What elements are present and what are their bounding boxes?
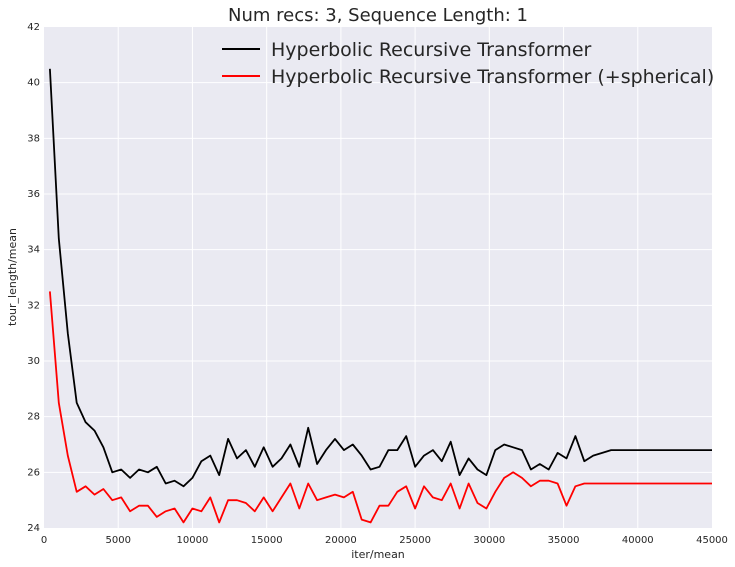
x-tick-label: 40000 xyxy=(622,535,654,546)
x-tick-label: 5000 xyxy=(105,535,130,546)
y-tick-label: 36 xyxy=(27,189,40,200)
legend: Hyperbolic Recursive Transformer Hyperbo… xyxy=(222,39,714,88)
y-tick-label: 30 xyxy=(27,356,40,367)
x-tick-label: 15000 xyxy=(251,535,283,546)
y-tick-label: 38 xyxy=(27,133,40,144)
legend-label-series-2: Hyperbolic Recursive Transformer (+spher… xyxy=(271,66,714,88)
y-tick-label: 24 xyxy=(27,523,40,534)
y-tick-label: 28 xyxy=(27,412,40,423)
x-tick-label: 10000 xyxy=(177,535,209,546)
plot-background xyxy=(44,27,712,528)
y-tick-label: 40 xyxy=(27,78,40,89)
y-axis-label: tour_length/mean xyxy=(6,228,19,326)
legend-label-series-1: Hyperbolic Recursive Transformer xyxy=(271,39,592,61)
series-line-2 xyxy=(49,291,712,524)
y-tick-label: 42 xyxy=(27,22,40,33)
series-line-1 xyxy=(49,68,712,488)
y-tick-label: 34 xyxy=(27,245,40,256)
y-tick-labels: 24 26 28 30 32 34 36 38 40 42 xyxy=(27,22,40,534)
y-tick-label: 32 xyxy=(27,300,40,311)
series-layer xyxy=(49,68,712,524)
x-tick-label: 0 xyxy=(41,535,47,546)
chart-title: Num recs: 3, Sequence Length: 1 xyxy=(228,5,528,26)
x-axis-label: iter/mean xyxy=(351,548,405,561)
x-tick-label: 35000 xyxy=(548,535,580,546)
x-tick-label: 45000 xyxy=(696,535,728,546)
x-tick-label: 25000 xyxy=(399,535,431,546)
x-tick-label: 20000 xyxy=(325,535,357,546)
x-tick-label: 30000 xyxy=(473,535,505,546)
grid xyxy=(44,27,712,528)
y-tick-label: 26 xyxy=(27,467,40,478)
x-tick-labels: 0 5000 10000 15000 20000 25000 30000 35000 40000… xyxy=(41,535,728,546)
